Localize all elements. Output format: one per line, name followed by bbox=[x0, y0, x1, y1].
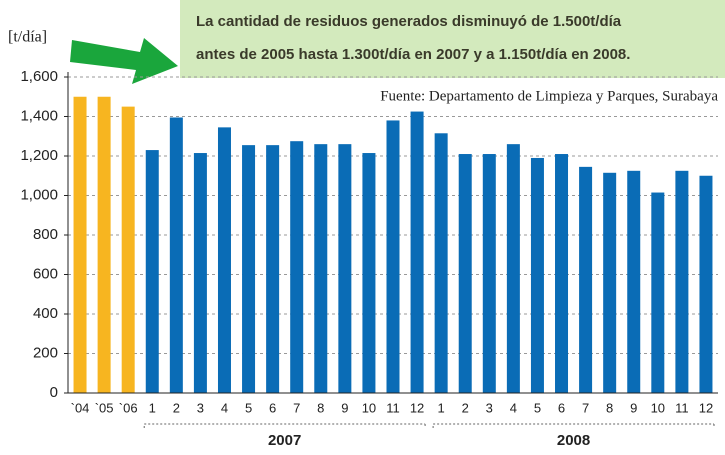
x-tick-label: `05 bbox=[95, 400, 114, 415]
bar bbox=[699, 175, 713, 393]
x-tick-label: 3 bbox=[197, 400, 204, 415]
y-tick-label: 1,400 bbox=[20, 107, 58, 124]
x-tick-label: `04 bbox=[71, 400, 90, 415]
annotation-box bbox=[180, 0, 725, 78]
group-bracket bbox=[432, 423, 715, 428]
bar bbox=[338, 144, 352, 393]
x-tick-label: 5 bbox=[534, 400, 541, 415]
x-tick-label: 12 bbox=[699, 400, 713, 415]
bar bbox=[675, 170, 689, 393]
bar bbox=[603, 172, 617, 393]
group-label: 2008 bbox=[557, 432, 590, 449]
bar bbox=[314, 144, 328, 393]
bar bbox=[242, 145, 256, 393]
x-tick-label: 10 bbox=[362, 400, 376, 415]
bar bbox=[217, 127, 231, 394]
group-bracket bbox=[143, 423, 426, 428]
bar bbox=[386, 120, 400, 393]
bar bbox=[193, 153, 207, 393]
annotation-line: antes de 2005 hasta 1.300t/día en 2007 y… bbox=[196, 46, 630, 63]
y-tick-label: 0 bbox=[50, 384, 58, 401]
bar bbox=[73, 96, 87, 393]
y-tick-label: 200 bbox=[33, 344, 58, 361]
arrow bbox=[70, 38, 178, 84]
source: Fuente: Departamento de Limpieza y Parqu… bbox=[380, 88, 718, 104]
x-tick-label: 11 bbox=[386, 400, 400, 415]
bar bbox=[266, 145, 280, 393]
bar bbox=[290, 141, 304, 393]
bar bbox=[145, 150, 159, 393]
y-tick-label: 400 bbox=[33, 305, 58, 322]
x-tick-label: 2 bbox=[173, 400, 180, 415]
bar bbox=[458, 154, 472, 393]
bar bbox=[410, 111, 424, 393]
y-tick-label: 800 bbox=[33, 226, 58, 243]
annotation-line: La cantidad de residuos generados dismin… bbox=[196, 13, 622, 30]
x-tick-label: 1 bbox=[149, 400, 156, 415]
x-tick-label: 12 bbox=[410, 400, 424, 415]
bar bbox=[434, 133, 448, 393]
x-tick-label: 5 bbox=[245, 400, 252, 415]
y-tick-label: 1,200 bbox=[20, 147, 58, 164]
bar bbox=[97, 96, 111, 393]
x-tick-label: 2 bbox=[462, 400, 469, 415]
x-tick-label: 4 bbox=[221, 400, 228, 415]
bar bbox=[506, 144, 520, 393]
x-tick-label: 11 bbox=[675, 400, 689, 415]
bar bbox=[362, 153, 376, 393]
x-tick-label: 4 bbox=[510, 400, 517, 415]
group-label: 2007 bbox=[268, 432, 301, 449]
bar bbox=[530, 157, 544, 393]
x-tick-label: 1 bbox=[438, 400, 445, 415]
x-tick-label: 3 bbox=[486, 400, 493, 415]
bar bbox=[482, 154, 496, 393]
y-tick-label: 1,000 bbox=[20, 186, 58, 203]
x-tick-label: 8 bbox=[317, 400, 324, 415]
y-tick-label: 600 bbox=[33, 265, 58, 282]
bar bbox=[651, 192, 665, 393]
x-tick-label: 6 bbox=[269, 400, 276, 415]
y-axis-label: [t/día] bbox=[8, 29, 47, 46]
bar bbox=[555, 154, 569, 393]
x-tick-label: 7 bbox=[582, 400, 589, 415]
x-tick-label: 10 bbox=[651, 400, 665, 415]
bar bbox=[169, 117, 183, 394]
x-tick-label: 9 bbox=[630, 400, 637, 415]
x-tick-label: 8 bbox=[606, 400, 613, 415]
x-tick-label: 7 bbox=[293, 400, 300, 415]
x-tick-label: 6 bbox=[558, 400, 565, 415]
bar bbox=[121, 106, 135, 393]
x-tick-label: `06 bbox=[119, 400, 138, 415]
bar bbox=[579, 166, 593, 393]
bar bbox=[627, 170, 641, 393]
y-tick-label: 1,600 bbox=[20, 68, 58, 85]
x-tick-label: 9 bbox=[341, 400, 348, 415]
